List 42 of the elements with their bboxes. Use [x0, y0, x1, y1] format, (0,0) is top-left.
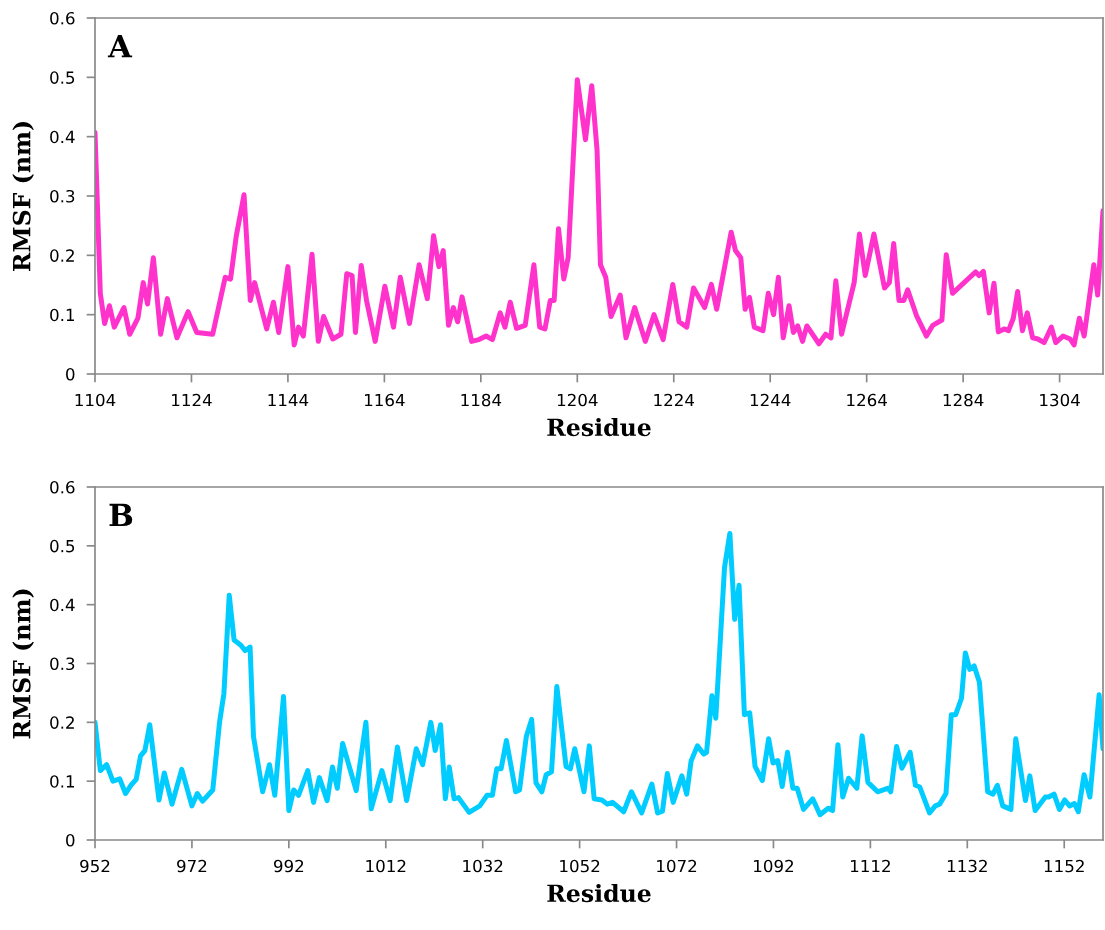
x-tick-label: 1104 [75, 393, 116, 407]
x-tick-label: 972 [177, 859, 207, 873]
y-tick-label: 0.6 [50, 11, 75, 25]
x-tick-label: 1204 [557, 393, 598, 407]
x-tick-label: 1224 [654, 393, 695, 407]
y-tick-label: 0.5 [50, 539, 75, 553]
x-tick-label: 1264 [847, 393, 887, 407]
y-axis-title: RMSF (nm) [12, 589, 34, 739]
y-tick-label: 0.5 [50, 71, 75, 84]
annotation: A [107, 34, 133, 58]
y-tick-label: 0 [66, 833, 75, 847]
x-tick-label: 1072 [657, 859, 697, 873]
y-tick-label: 0.1 [50, 775, 75, 788]
y-tick-label: 0.2 [50, 249, 74, 262]
x-tick-label: 1112 [851, 859, 890, 873]
x-tick-label: 1244 [750, 393, 791, 407]
x-tick-label: 952 [80, 859, 110, 873]
y-tick-label: 0 [66, 367, 75, 381]
x-tick-label: 1032 [463, 859, 503, 873]
y-axis-title: RMSF (nm) [12, 122, 34, 272]
y-tick-label: 0.1 [50, 308, 75, 322]
x-tick-label: 1152 [1044, 859, 1084, 873]
y-tick-label: 0.3 [50, 189, 75, 203]
x-axis-title: Residue [547, 883, 651, 903]
x-tick-label: 992 [273, 859, 304, 873]
x-tick-label: 1164 [365, 393, 405, 407]
y-tick-label: 0.4 [50, 598, 75, 612]
x-tick-label: 1184 [461, 393, 502, 407]
x-tick-label: 1124 [172, 393, 212, 407]
x-tick-label: 1304 [1040, 393, 1080, 407]
x-tick-label: 1284 [943, 393, 984, 407]
x-tick-label: 1144 [268, 393, 309, 407]
x-axis-title: Residue [547, 417, 651, 437]
y-tick-label: 0.6 [50, 480, 75, 494]
x-tick-label: 1092 [754, 859, 793, 873]
x-tick-label: 1012 [366, 859, 406, 873]
y-tick-label: 0.3 [50, 657, 75, 671]
x-tick-label: 1132 [947, 859, 987, 873]
y-tick-label: 0.2 [50, 716, 74, 729]
y-tick-label: 0.4 [50, 130, 75, 144]
x-tick-label: 1052 [560, 859, 600, 873]
annotation: B [109, 503, 133, 527]
